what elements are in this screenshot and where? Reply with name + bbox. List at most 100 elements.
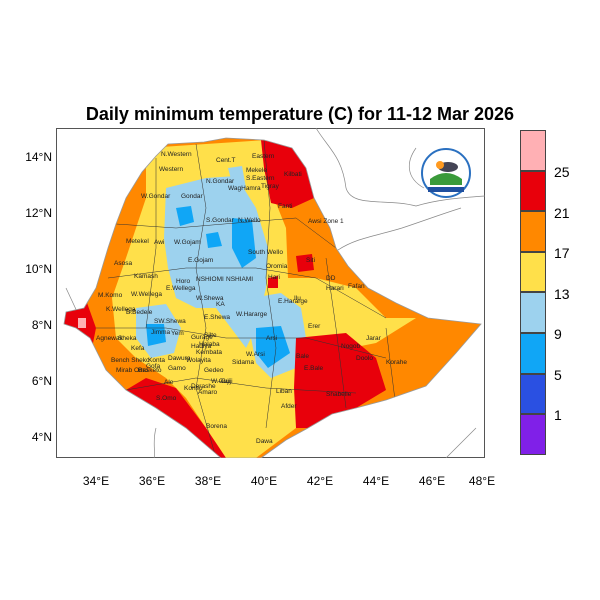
institute-logo <box>421 148 471 198</box>
colorbar-label: 21 <box>554 205 570 221</box>
zone-label: Hari <box>268 274 280 281</box>
x-tick-label: 48°E <box>468 474 496 488</box>
zone-label: Bench Sheko <box>111 357 150 364</box>
y-tick-label: 14°N <box>25 150 52 164</box>
country-border <box>63 137 482 458</box>
zone-label: Metekel <box>126 238 149 245</box>
zone-label: Wolayita <box>186 357 211 364</box>
zone-label: NSHIOMI <box>196 276 224 283</box>
zone-label: Gondar <box>181 193 204 200</box>
colorbar-label: 1 <box>554 407 562 423</box>
y-tick-label: 6°N <box>31 374 52 388</box>
zone-label: Doolo <box>356 355 373 362</box>
zone-label: Afder <box>281 403 297 410</box>
zone-label: Nogob <box>341 343 361 350</box>
zone-label: Siti <box>306 257 315 264</box>
zone-label: W.Guji <box>211 378 230 385</box>
zone-label: KA <box>216 301 225 308</box>
zone-label: Horo <box>176 278 190 285</box>
zone-label: W.Shewa <box>196 295 224 302</box>
zone-label: Western <box>159 166 183 173</box>
colorbar-swatch <box>520 373 546 415</box>
zone-label: Agnewak <box>96 335 123 342</box>
colorbar-swatch <box>520 130 546 171</box>
zone-label: E.Shewa <box>204 314 230 321</box>
colorbar-swatch <box>520 251 546 293</box>
zone-label: Eastern <box>252 153 275 160</box>
zone-label: Ale <box>164 379 174 386</box>
zone-label: Gofa <box>146 363 160 370</box>
zone-label: Gamo <box>168 365 186 372</box>
zone-label: S.Gondar <box>206 217 235 224</box>
zone-label: Hadiya <box>191 343 212 350</box>
zone-label: Kembata <box>196 349 222 356</box>
y-tick-label: 8°N <box>31 318 52 332</box>
zone-label: Fanti <box>278 203 292 210</box>
colorbar-label: 13 <box>554 286 570 302</box>
zone-label: Borena <box>206 423 227 430</box>
x-tick-label: 46°E <box>418 474 446 488</box>
zone-label: Gurage <box>191 334 213 341</box>
colorbar-swatch <box>520 211 546 252</box>
zone-label: Mirab Omo <box>116 367 149 374</box>
zone-label: Tigray <box>261 183 280 190</box>
zone-label: Cent.T <box>216 157 236 164</box>
zone-label: Shabelle <box>326 391 352 398</box>
zone-label: Sidama <box>232 359 254 366</box>
zone-label: Konta <box>148 357 165 364</box>
zone-label: Bale <box>296 353 309 360</box>
zone-label: Arsi <box>266 335 277 342</box>
zone-label: Oromia <box>266 263 288 270</box>
zone-label: W.Hararge <box>236 311 267 318</box>
colorbar-swatch <box>520 332 546 374</box>
zone-label: DD <box>326 275 336 282</box>
zone-label: Gedeo <box>204 367 224 374</box>
y-tick-label: 10°N <box>25 262 52 276</box>
zone-label: South Wello <box>248 249 283 256</box>
zone-label: Asosa <box>114 260 132 267</box>
zone-label: Jarar <box>366 335 382 342</box>
x-tick-label: 34°E <box>82 474 110 488</box>
zone-label: N.Wello <box>238 217 261 224</box>
zone-label: W.Gondar <box>141 193 171 200</box>
zone-label: Jimma <box>151 329 171 336</box>
zone-label: N.Western <box>161 151 192 158</box>
ethiopia-temperature-map[interactable]: N.Western Cent.T Eastern Western MekeleS.Eas… <box>56 128 485 458</box>
y-tick-label: 12°N <box>25 206 52 220</box>
zone-label: W.Arsi <box>246 351 265 358</box>
zone-label: Basketo <box>138 367 162 374</box>
zone-label: M.Komo <box>98 292 123 299</box>
zone-label: Liban <box>276 388 292 395</box>
zone-label: Dawa <box>256 438 273 445</box>
zone-label: Mekele <box>246 167 267 174</box>
zone-label: Halaba <box>199 341 220 348</box>
zone-label: N.Gondar <box>206 178 235 185</box>
zone-label: Harari <box>326 285 344 292</box>
zone-label: Kefa <box>131 345 145 352</box>
x-tick-label: 44°E <box>362 474 390 488</box>
colorbar-label: 25 <box>554 164 570 180</box>
colorbar-label: 9 <box>554 326 562 342</box>
zone-label: Kamash <box>134 273 158 280</box>
zone-label: K.Wellega <box>106 306 136 313</box>
colorbar-label: 5 <box>554 367 562 383</box>
zone-label: E.Wellega <box>166 285 196 292</box>
zone-label: B.Bedele <box>126 309 153 316</box>
neighbour-borders <box>65 128 485 458</box>
zone-label: Kilbati <box>284 171 302 178</box>
zone-label: WagHamra <box>228 185 261 192</box>
colorbar-label: 17 <box>554 245 570 261</box>
zone-boundaries <box>96 139 397 458</box>
colorbar <box>520 130 546 455</box>
zone-label: E.Bale <box>304 365 324 372</box>
zone-label: E.Gojam <box>188 257 213 264</box>
zone-label: Fafan <box>348 283 365 290</box>
x-tick-label: 38°E <box>194 474 222 488</box>
zone-label: Amaro <box>198 389 218 396</box>
zone-label: Derashe <box>191 383 216 390</box>
zone-label: Sheka <box>118 335 137 342</box>
zone-label: Konso <box>184 385 203 392</box>
zone-label: Awsi Zone 1 <box>308 218 344 225</box>
x-tick-label: 36°E <box>138 474 166 488</box>
zone-label: Erer <box>308 323 321 330</box>
